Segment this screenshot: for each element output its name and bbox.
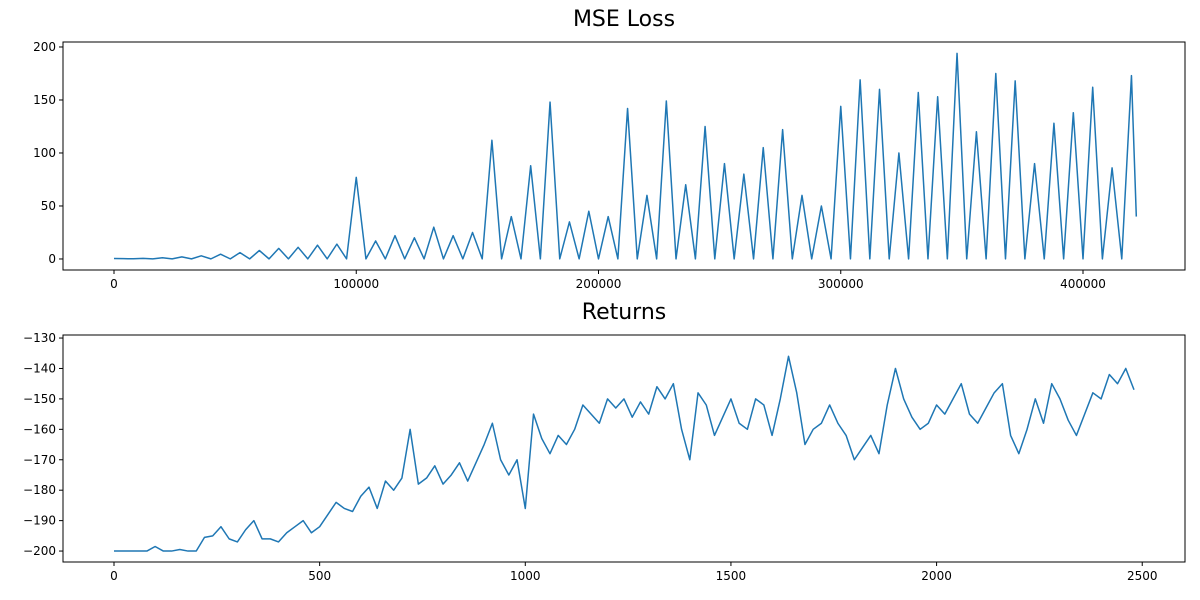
x-tick-label: 0 [110,569,118,583]
y-tick-label: −160 [23,422,56,436]
y-tick-label: −150 [23,392,56,406]
data-line [113,52,1138,260]
y-tick-label: 200 [33,40,56,54]
x-tick-label: 2000 [921,569,952,583]
y-tick-label: −170 [23,453,56,467]
y-tick-label: 0 [48,252,56,266]
axes-frame [62,41,1186,271]
x-tick-label: 200000 [576,277,622,291]
data-line [114,355,1135,552]
y-tick-label: 50 [41,199,56,213]
x-tick-label: 300000 [818,277,864,291]
x-tick-label: 400000 [1060,277,1106,291]
y-tick-label: −190 [23,514,56,528]
y-tick-label: −180 [23,483,56,497]
chart-title: Returns [582,300,666,325]
y-tick-label: −130 [23,331,56,345]
x-tick-label: 100000 [333,277,379,291]
y-tick-label: −200 [23,544,56,558]
x-tick-label: 0 [110,277,118,291]
axes-frame [62,334,1186,563]
x-tick-label: 500 [308,569,331,583]
x-tick-label: 1500 [716,569,747,583]
y-tick-label: 100 [33,146,56,160]
x-tick-label: 2500 [1127,569,1158,583]
y-tick-label: 150 [33,93,56,107]
chart-title: MSE Loss [573,7,675,32]
x-tick-label: 1000 [510,569,541,583]
y-tick-label: −140 [23,361,56,375]
